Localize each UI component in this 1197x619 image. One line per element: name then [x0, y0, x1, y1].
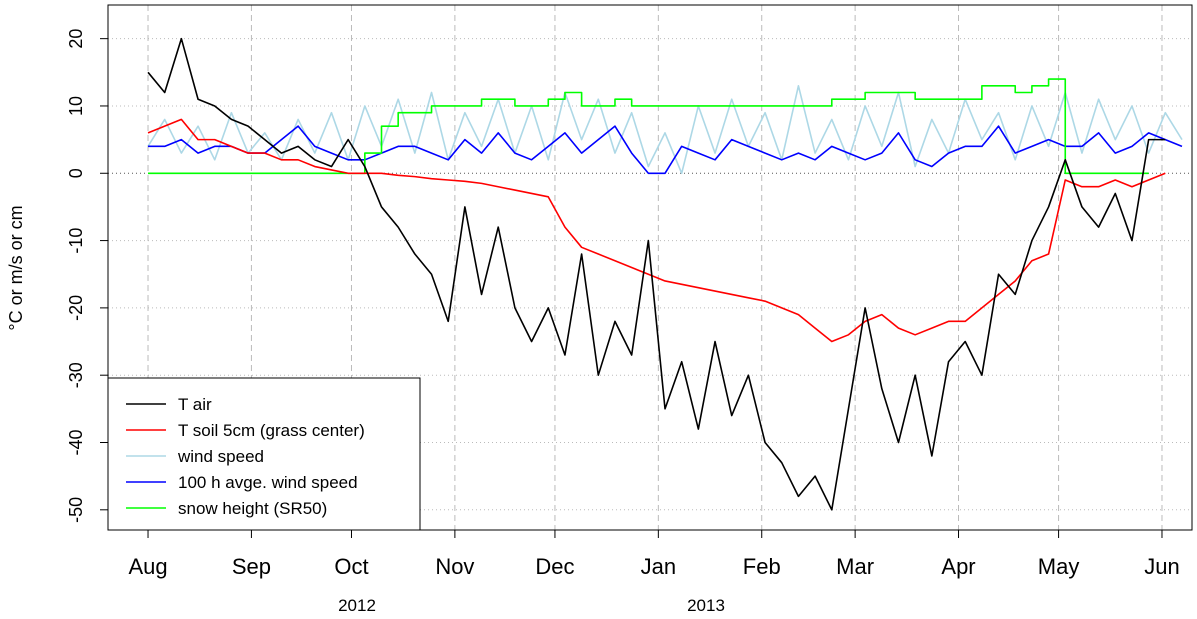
year-label: 2013 — [687, 596, 725, 615]
x-tick-label: Nov — [435, 554, 474, 579]
series-line — [147, 37, 1166, 511]
x-tick-label: Apr — [941, 554, 975, 579]
y-tick-label: -10 — [66, 228, 86, 254]
plot-frame — [107, 4, 1193, 531]
x-tick-label: Jan — [641, 554, 676, 579]
series-line — [147, 118, 1166, 343]
year-label: 2012 — [338, 596, 376, 615]
x-tick-label: May — [1038, 554, 1080, 579]
legend-label: 100 h avge. wind speed — [178, 473, 358, 492]
x-tick-label: Mar — [836, 554, 874, 579]
legend-label: T soil 5cm (grass center) — [178, 421, 365, 440]
y-tick-label: 0 — [66, 168, 86, 178]
y-axis-label: °C or m/s or cm — [6, 205, 26, 330]
legend-label: T air — [178, 395, 212, 414]
y-tick-label: -30 — [66, 362, 86, 388]
series-line — [147, 84, 1183, 175]
x-tick-label: Feb — [743, 554, 781, 579]
legend-label: wind speed — [177, 447, 264, 466]
y-tick-label: -50 — [66, 497, 86, 523]
x-tick-label: Jun — [1144, 554, 1179, 579]
y-tick-label: -20 — [66, 295, 86, 321]
x-tick-label: Oct — [334, 554, 368, 579]
x-tick-label: Aug — [128, 554, 167, 579]
series-line — [148, 125, 1183, 175]
legend-label: snow height (SR50) — [178, 499, 327, 518]
series-line — [148, 78, 1149, 175]
y-tick-label: 20 — [66, 29, 86, 49]
y-tick-label: -40 — [66, 429, 86, 455]
x-tick-label: Sep — [232, 554, 271, 579]
y-tick-label: 10 — [66, 96, 86, 116]
x-tick-label: Dec — [535, 554, 574, 579]
